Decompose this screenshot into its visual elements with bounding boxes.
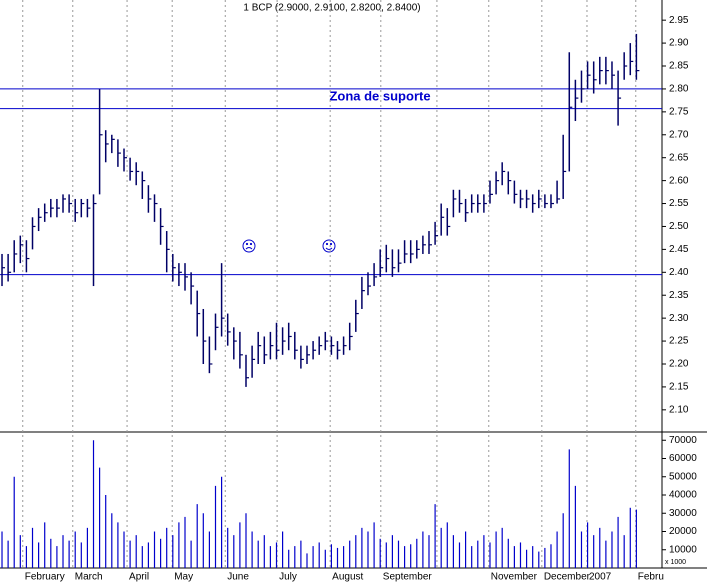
y-tick-label: 2.40 [669, 267, 689, 278]
y-tick-label: 2.80 [669, 84, 689, 95]
annotation: Zona de suporte [329, 88, 430, 103]
y-tick-label: 50000 [669, 471, 697, 482]
y-tick-label: 2.85 [669, 61, 689, 72]
x-tick-label: August [332, 572, 363, 582]
x-tick-label: July [279, 572, 297, 582]
chart-title: 1 BCP (2.9000, 2.9100, 2.8200, 2.8400) [243, 3, 420, 14]
y-tick-label: 20000 [669, 526, 697, 537]
y-tick-label: 40000 [669, 490, 697, 501]
y-tick-label: 2.45 [669, 244, 689, 255]
y-tick-label: 2.15 [669, 382, 689, 393]
x-tick-label: February [25, 572, 65, 582]
y-tick-label: 2.35 [669, 290, 689, 301]
unit-label: x 1000 [665, 559, 686, 566]
y-tick-label: 10000 [669, 544, 697, 555]
y-tick-label: 2.60 [669, 175, 689, 186]
y-tick-label: 2.90 [669, 38, 689, 49]
sad-face [242, 239, 256, 253]
y-tick-label: 2.95 [669, 15, 689, 26]
y-tick-label: 2.65 [669, 152, 689, 163]
y-tick-label: 2.30 [669, 313, 689, 324]
y-tick-label: 30000 [669, 508, 697, 519]
y-tick-label: 2.55 [669, 198, 689, 209]
x-tick-label: 2007 [589, 572, 612, 582]
x-tick-label: September [383, 572, 433, 582]
x-tick-label: Febru [638, 572, 664, 582]
y-tick-label: 70000 [669, 435, 697, 446]
y-tick-label: 2.50 [669, 221, 689, 232]
y-tick-label: 60000 [669, 453, 697, 464]
y-tick-label: 2.25 [669, 336, 689, 347]
x-tick-label: March [75, 572, 103, 582]
x-tick-label: December [544, 572, 591, 582]
x-tick-label: November [491, 572, 538, 582]
x-tick-label: May [174, 572, 193, 582]
y-tick-label: 2.10 [669, 404, 689, 415]
y-tick-label: 2.70 [669, 129, 689, 140]
x-tick-label: April [129, 572, 149, 582]
y-tick-label: 2.20 [669, 359, 689, 370]
happy-face [322, 239, 336, 253]
x-tick-label: June [227, 572, 249, 582]
y-tick-label: 2.75 [669, 106, 689, 117]
